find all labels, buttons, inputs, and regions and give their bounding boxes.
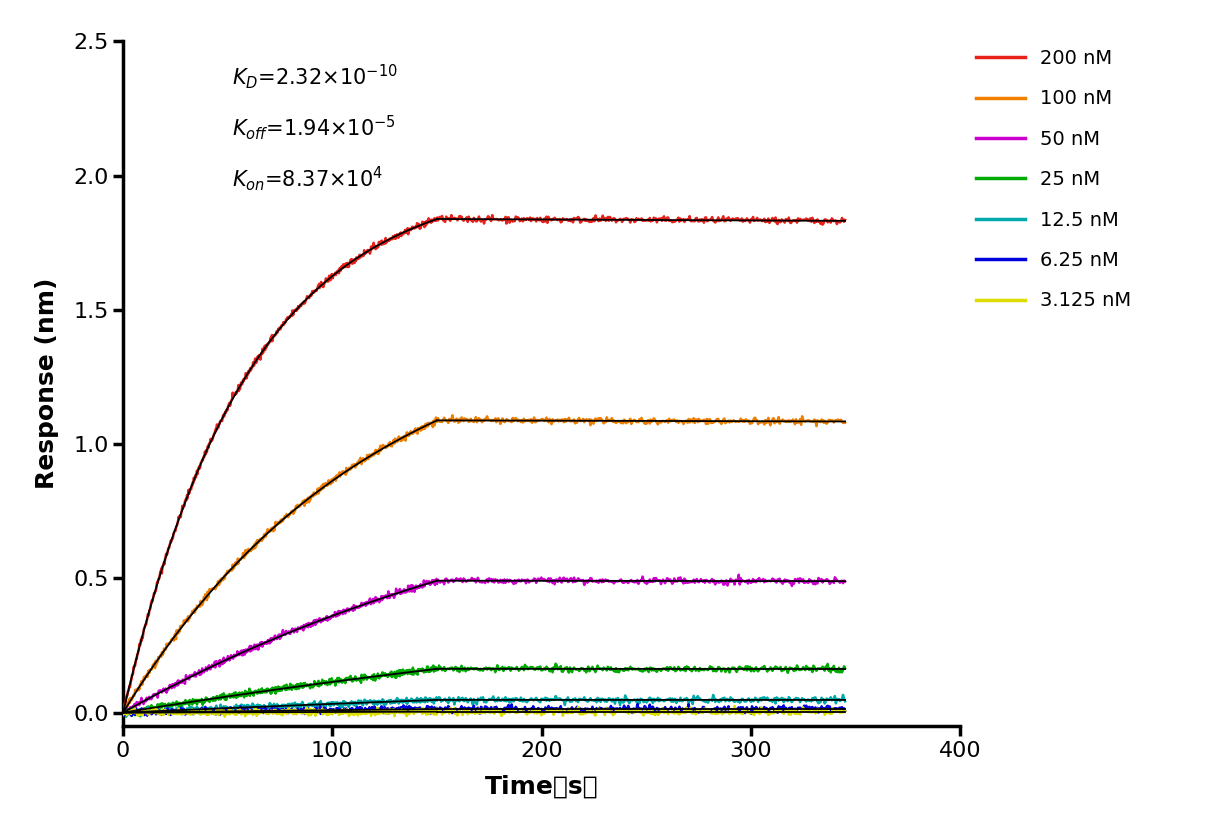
Y-axis label: Response (nm): Response (nm): [36, 278, 59, 489]
X-axis label: Time（s）: Time（s）: [485, 775, 598, 799]
Text: $K_D$=2.32×10$^{-10}$
$K_{off}$=1.94×10$^{-5}$
$K_{on}$=8.37×10$^{4}$: $K_D$=2.32×10$^{-10}$ $K_{off}$=1.94×10$…: [231, 62, 398, 193]
Legend: 200 nM, 100 nM, 50 nM, 25 nM, 12.5 nM, 6.25 nM, 3.125 nM: 200 nM, 100 nM, 50 nM, 25 nM, 12.5 nM, 6…: [969, 41, 1140, 318]
